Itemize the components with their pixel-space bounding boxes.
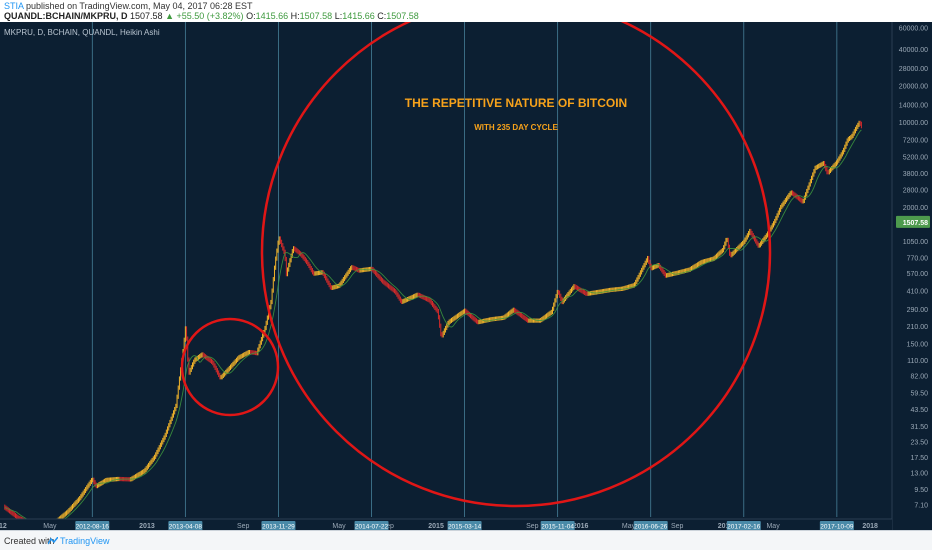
symbol-label[interactable]: QUANDL:BCHAIN/MKPRU, D — [4, 11, 128, 21]
current-price-badge — [896, 215, 930, 228]
price-chart[interactable]: MKPRU, D, BCHAIN, QUANDL, Heikin Ashi THE… — [0, 22, 932, 530]
cycle-date-label: 2015-11-04 — [541, 524, 574, 531]
cycle-date-label: 2017-02-16 — [727, 524, 761, 531]
price-tick-label: 9.50 — [914, 487, 928, 494]
price-tick-label: 110.00 — [907, 358, 928, 365]
current-price-label: 1507.58 — [903, 220, 928, 227]
moving-average-line — [4, 129, 862, 524]
chart-subtitle: WITH 235 DAY CYCLE — [474, 123, 558, 132]
price-tick-label: 13.00 — [910, 470, 928, 477]
footer: Created with TradingView — [0, 530, 932, 550]
price-tick-label: 82.00 — [910, 373, 928, 380]
cycle-date-badge — [633, 521, 668, 530]
price-tick-label: 59.50 — [910, 390, 928, 397]
cycle-date-badge — [354, 521, 389, 530]
cycle-date-label: 2014-07-22 — [355, 524, 389, 531]
time-tick-label: 2017 — [718, 523, 734, 530]
chart-title: THE REPETITIVE NATURE OF BITCOIN — [405, 96, 627, 110]
large-cycle-circle — [260, 22, 772, 508]
cycle-date-badge — [261, 521, 296, 530]
tradingview-link[interactable]: TradingView — [60, 536, 110, 546]
time-tick-label: May — [332, 523, 346, 530]
price-tick-label: 31.50 — [910, 424, 928, 431]
cycle-date-label: 2015-03-14 — [448, 524, 482, 531]
created-with-text: Created with — [4, 536, 55, 546]
close-value: 1507.58 — [386, 11, 419, 21]
price-tick-label: 3800.00 — [903, 171, 928, 178]
price-tick-label: 17.50 — [910, 455, 928, 462]
publish-header: STIA published on TradingView.com, May 0… — [0, 0, 932, 22]
price-tick-label: 2000.00 — [903, 205, 928, 212]
time-tick-label: 2013 — [139, 523, 155, 530]
time-tick-label: May — [766, 523, 780, 530]
cycle-date-badge — [726, 521, 761, 530]
time-tick-label: Sep — [526, 523, 539, 530]
price-tick-label: 150.00 — [907, 342, 929, 349]
open-label: O: — [246, 11, 256, 21]
publish-text: published on TradingView.com, May 04, 20… — [26, 1, 253, 11]
cycle-date-label: 2013-04-08 — [169, 524, 203, 531]
high-label: H: — [290, 11, 300, 21]
last-price: 1507.58 — [130, 11, 163, 21]
price-tick-label: 770.00 — [907, 255, 929, 262]
time-axis-background — [0, 519, 892, 530]
low-value: 1415.66 — [342, 11, 375, 21]
price-tick-label: 210.00 — [907, 324, 929, 331]
cycle-date-badge — [168, 521, 203, 530]
price-tick-label: 40000.00 — [899, 47, 928, 54]
cycle-date-label: 2016-06-26 — [634, 524, 668, 531]
price-tick-label: 570.00 — [907, 271, 929, 278]
time-tick-label: 2016 — [573, 523, 589, 530]
tradingview-logo-icon — [48, 537, 58, 545]
publish-line: STIA published on TradingView.com, May 0… — [4, 1, 253, 11]
price-tick-label: 410.00 — [907, 289, 929, 296]
low-label: L: — [334, 11, 343, 21]
price-tick-label: 28000.00 — [899, 66, 928, 73]
cycle-date-badge — [540, 521, 575, 530]
price-tick-label: 1050.00 — [903, 239, 928, 246]
chart-legend: MKPRU, D, BCHAIN, QUANDL, Heikin Ashi — [4, 28, 160, 37]
price-tick-label: 7200.00 — [903, 137, 928, 144]
price-axis-background — [892, 22, 932, 530]
price-tick-label: 20000.00 — [899, 84, 928, 91]
price-tick-label: 5200.00 — [903, 155, 928, 162]
time-tick-label: 2015 — [428, 523, 444, 530]
price-tick-label: 14000.00 — [899, 102, 928, 109]
time-tick-label: '12 — [0, 523, 7, 530]
price-change: ▲ +55.50 (+3.82%) — [165, 11, 244, 21]
ohlc-line: QUANDL:BCHAIN/MKPRU, D 1507.58 ▲ +55.50 … — [4, 11, 419, 21]
cycle-date-label: 2017-10-09 — [820, 524, 854, 531]
price-tick-label: 7.10 — [914, 502, 928, 509]
time-tick-label: Sep — [671, 523, 684, 530]
cycle-date-label: 2013-11-29 — [262, 524, 295, 531]
cycle-date-badge — [819, 521, 854, 530]
price-tick-label: 2800.00 — [903, 187, 928, 194]
price-tick-label: 23.50 — [910, 439, 928, 446]
price-tick-label: 43.50 — [910, 407, 928, 414]
open-value: 1415.66 — [255, 11, 289, 21]
price-tick-label: 10000.00 — [899, 120, 928, 127]
time-tick-label: 2018 — [862, 523, 878, 530]
cycle-date-badge — [447, 521, 482, 530]
small-cycle-circle — [180, 317, 280, 417]
time-tick-label: May — [43, 523, 57, 530]
author-link[interactable]: STIA — [4, 1, 24, 11]
time-tick-label: Sep — [237, 523, 250, 530]
close-label: C: — [377, 11, 387, 21]
time-tick-label: May — [622, 523, 636, 530]
price-tick-label: 60000.00 — [899, 26, 928, 33]
chart-area[interactable]: MKPRU, D, BCHAIN, QUANDL, Heikin Ashi THE… — [0, 22, 932, 530]
high-value: 1507.58 — [299, 11, 333, 21]
cycle-date-label: 2012-08-16 — [76, 524, 110, 531]
cycle-date-badge — [75, 521, 110, 530]
chart-background — [0, 22, 932, 530]
price-tick-label: 290.00 — [907, 307, 929, 314]
